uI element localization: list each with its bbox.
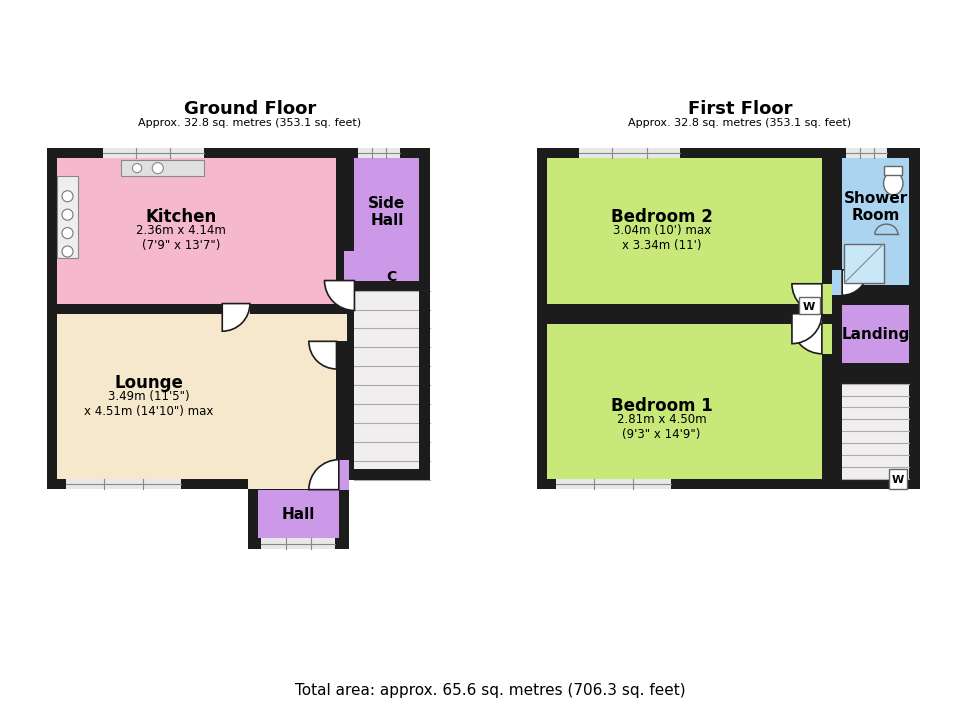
Bar (537, 314, 832, 488)
Wedge shape (222, 303, 250, 331)
Bar (792, 314, 822, 324)
Circle shape (132, 164, 142, 173)
Bar (832, 374, 919, 488)
Bar (832, 270, 842, 295)
Wedge shape (792, 324, 822, 354)
Text: First Floor: First Floor (688, 100, 792, 117)
Bar (248, 479, 349, 549)
Bar (339, 460, 349, 490)
Wedge shape (309, 341, 336, 369)
Bar (548, 158, 822, 303)
Bar (262, 538, 335, 549)
Circle shape (62, 246, 74, 257)
Text: Ground Floor: Ground Floor (184, 100, 316, 117)
Bar (822, 284, 832, 314)
Bar (58, 158, 336, 478)
Bar (355, 158, 419, 281)
Text: Kitchen: Kitchen (145, 208, 217, 226)
Bar (845, 244, 884, 283)
Bar (842, 384, 909, 478)
Bar (66, 478, 180, 488)
Bar (578, 148, 680, 158)
Bar (121, 160, 204, 176)
Text: 2.36m x 4.14m
(7'9" x 13'7"): 2.36m x 4.14m (7'9" x 13'7") (136, 224, 225, 252)
Bar (248, 478, 349, 488)
Text: Side
Hall: Side Hall (368, 196, 406, 229)
Text: 2.81m x 4.50m
(9'3" x 14'9"): 2.81m x 4.50m (9'3" x 14'9") (616, 412, 707, 441)
Text: 3.49m (11'5")
x 4.51m (14'10") max: 3.49m (11'5") x 4.51m (14'10") max (84, 389, 214, 417)
Text: Approx. 32.8 sq. metres (353.1 sq. feet): Approx. 32.8 sq. metres (353.1 sq. feet) (138, 117, 362, 127)
Bar (842, 158, 909, 285)
Text: Bedroom 1: Bedroom 1 (611, 397, 712, 415)
Text: W: W (803, 302, 815, 312)
Text: 3.04m (10') max
x 3.34m (11'): 3.04m (10') max x 3.34m (11') (612, 224, 710, 252)
Bar (47, 148, 347, 488)
Bar (344, 290, 355, 479)
Bar (58, 303, 336, 314)
Bar (832, 148, 919, 295)
Bar (842, 305, 909, 363)
Bar (889, 469, 907, 488)
Bar (248, 466, 258, 488)
Bar (58, 314, 336, 478)
Text: Bedroom 2: Bedroom 2 (611, 208, 712, 226)
Text: Approx. 32.8 sq. metres (353.1 sq. feet): Approx. 32.8 sq. metres (353.1 sq. feet) (628, 117, 852, 127)
Bar (799, 297, 819, 314)
Bar (548, 324, 822, 478)
Wedge shape (842, 270, 867, 295)
Bar (58, 158, 336, 314)
Bar (358, 148, 400, 158)
Circle shape (62, 209, 74, 220)
Bar (103, 148, 204, 158)
Wedge shape (324, 281, 355, 310)
Ellipse shape (884, 172, 903, 195)
Text: W: W (892, 474, 904, 485)
Wedge shape (792, 284, 822, 314)
Bar (336, 314, 347, 341)
Circle shape (62, 191, 74, 201)
Circle shape (62, 228, 74, 239)
Bar (822, 324, 832, 354)
Text: Lounge: Lounge (114, 374, 183, 392)
Bar (47, 148, 347, 158)
Bar (556, 478, 670, 488)
Bar (884, 166, 903, 175)
Bar (344, 148, 429, 290)
Bar (336, 290, 347, 314)
Bar (222, 303, 250, 314)
Bar (548, 314, 822, 324)
Text: Landing: Landing (842, 327, 910, 342)
Bar (344, 251, 355, 281)
Wedge shape (309, 460, 339, 490)
Text: Shower
Room: Shower Room (844, 191, 907, 223)
Bar (258, 490, 339, 538)
Bar (419, 290, 429, 479)
Bar (537, 148, 832, 314)
Text: C: C (386, 270, 397, 284)
Circle shape (152, 162, 164, 174)
Bar (336, 158, 347, 314)
Bar (846, 148, 887, 158)
Bar (832, 295, 919, 374)
Bar (344, 469, 429, 479)
Bar (355, 290, 429, 479)
Bar (58, 176, 78, 258)
Text: Total area: approx. 65.6 sq. metres (706.3 sq. feet): Total area: approx. 65.6 sq. metres (706… (295, 683, 685, 698)
Text: Hall: Hall (281, 506, 315, 522)
Wedge shape (792, 314, 822, 344)
